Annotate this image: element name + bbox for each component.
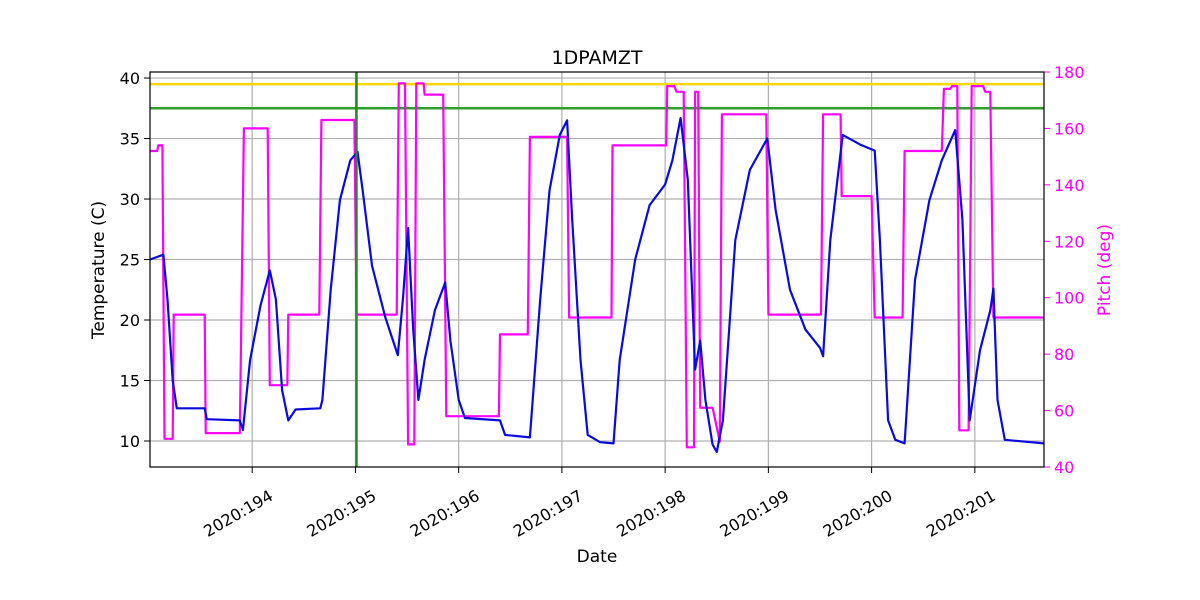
x-tick-label: 2020:199 xyxy=(716,486,792,541)
y2-axis-label: Pitch (deg) xyxy=(1095,224,1115,316)
y-tick-label: 10 xyxy=(120,432,140,451)
y2-tick-label: 120 xyxy=(1054,232,1085,251)
y-tick-label: 30 xyxy=(120,190,140,209)
y2-tick-label: 160 xyxy=(1054,119,1085,138)
chart-title: 1DPAMZT xyxy=(552,47,643,69)
x-tick-label: 2020:195 xyxy=(304,486,380,541)
x-tick-label: 2020:200 xyxy=(820,486,896,541)
y2-tick-label: 80 xyxy=(1054,345,1074,364)
y-tick-label: 20 xyxy=(120,311,140,330)
x-tick-label: 2020:201 xyxy=(923,486,999,541)
x-tick-label: 2020:198 xyxy=(613,486,689,541)
x-tick-label: 2020:197 xyxy=(510,486,586,541)
y-tick-label: 35 xyxy=(120,130,140,149)
plot-frame xyxy=(149,71,1045,468)
y-tick-label: 40 xyxy=(120,69,140,88)
x-axis-label: Date xyxy=(577,547,618,567)
y2-tick-label: 180 xyxy=(1054,63,1085,82)
y2-tick-label: 100 xyxy=(1054,289,1085,308)
x-tick-label: 2020:194 xyxy=(200,486,276,541)
y-tick-label: 25 xyxy=(120,251,140,270)
y2-tick-label: 60 xyxy=(1054,402,1074,421)
y-axis-label: Temperature (C) xyxy=(89,201,109,340)
data-line xyxy=(149,116,1045,453)
y2-tick-label: 140 xyxy=(1054,176,1085,195)
y-tick-label: 15 xyxy=(120,371,140,390)
y2-tick-label: 40 xyxy=(1054,458,1074,477)
x-tick-label: 2020:196 xyxy=(407,486,483,541)
data-line xyxy=(150,82,1044,449)
